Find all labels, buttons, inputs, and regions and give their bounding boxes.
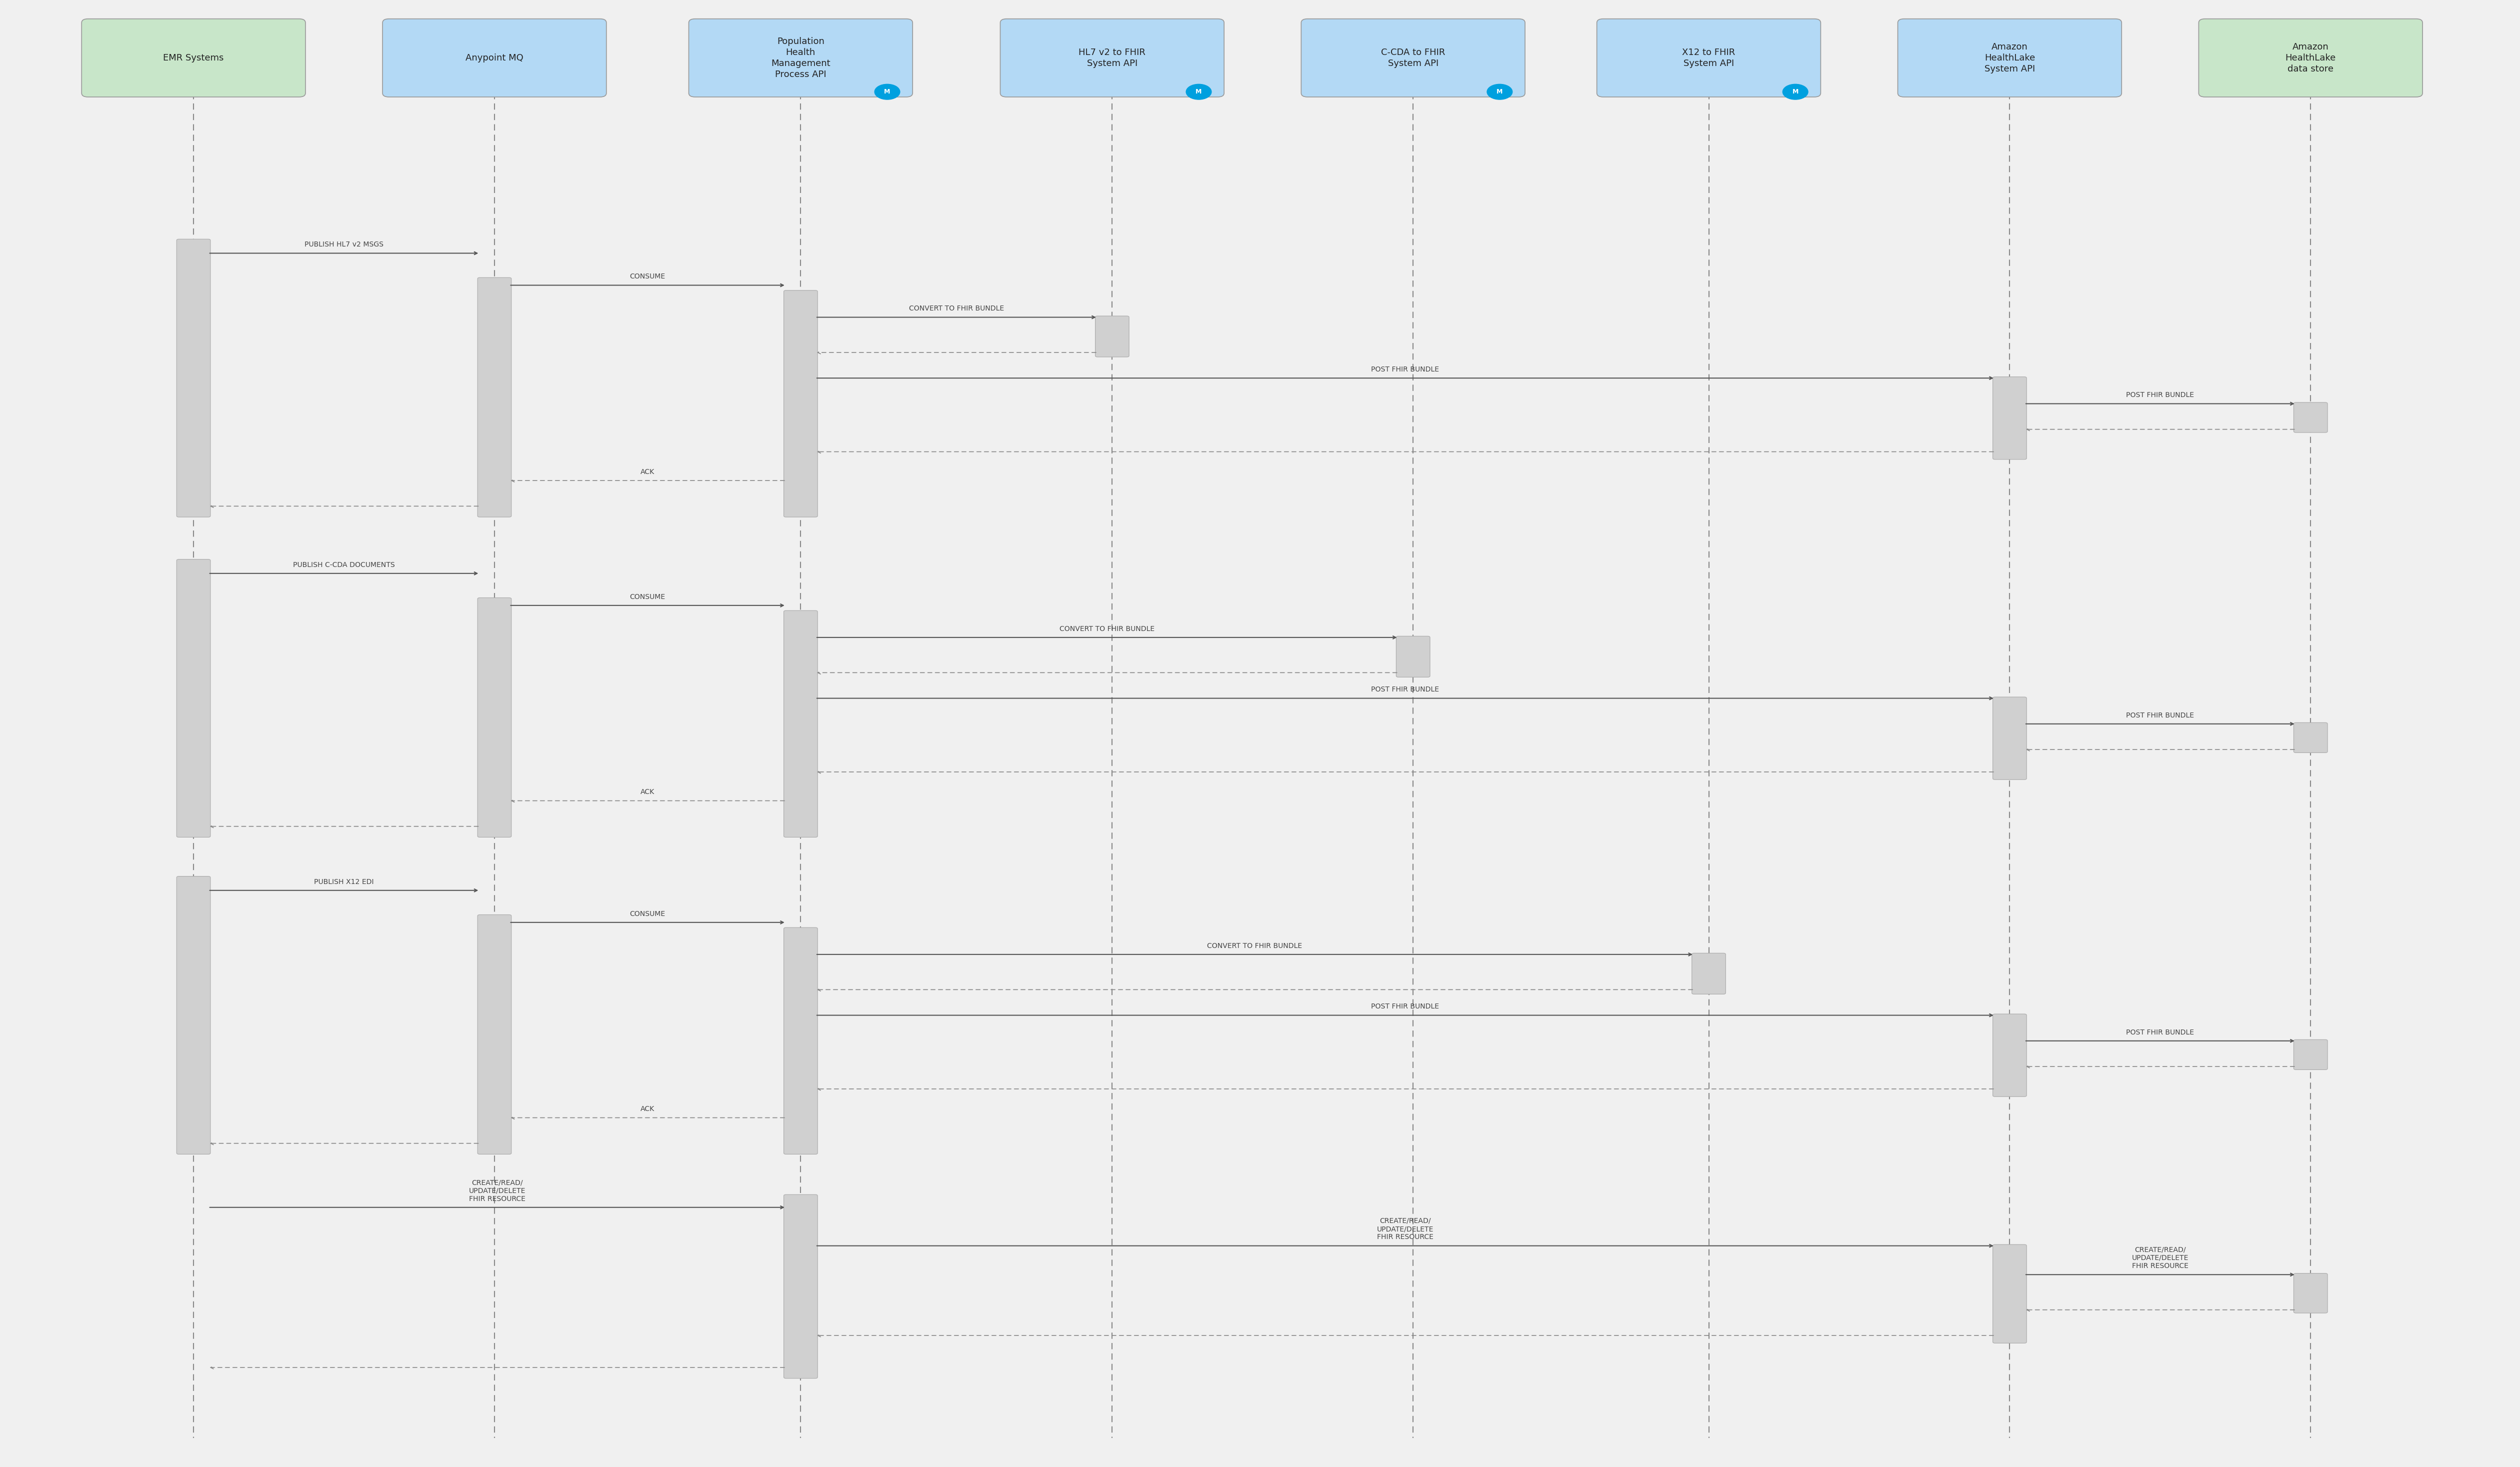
FancyBboxPatch shape bbox=[479, 915, 512, 1155]
FancyBboxPatch shape bbox=[81, 19, 305, 97]
Text: M: M bbox=[1497, 88, 1502, 95]
Text: POST FHIR BUNDLE: POST FHIR BUNDLE bbox=[2127, 392, 2195, 399]
Text: CONVERT TO FHIR BUNDLE: CONVERT TO FHIR BUNDLE bbox=[910, 305, 1003, 312]
Text: X12 to FHIR
System API: X12 to FHIR System API bbox=[1683, 48, 1736, 67]
Text: PUBLISH HL7 v2 MSGS: PUBLISH HL7 v2 MSGS bbox=[305, 241, 383, 248]
Text: Population
Health
Management
Process API: Population Health Management Process API bbox=[771, 37, 829, 79]
Text: PUBLISH C-CDA DOCUMENTS: PUBLISH C-CDA DOCUMENTS bbox=[292, 562, 396, 568]
FancyBboxPatch shape bbox=[2293, 402, 2328, 433]
Text: M: M bbox=[1792, 88, 1799, 95]
FancyBboxPatch shape bbox=[784, 290, 816, 516]
FancyBboxPatch shape bbox=[2200, 19, 2422, 97]
FancyBboxPatch shape bbox=[1000, 19, 1225, 97]
FancyBboxPatch shape bbox=[784, 610, 816, 838]
Text: ACK: ACK bbox=[640, 789, 655, 795]
Circle shape bbox=[874, 84, 900, 100]
FancyBboxPatch shape bbox=[1598, 19, 1819, 97]
FancyBboxPatch shape bbox=[1096, 315, 1129, 356]
FancyBboxPatch shape bbox=[479, 597, 512, 838]
FancyBboxPatch shape bbox=[383, 19, 607, 97]
FancyBboxPatch shape bbox=[1300, 19, 1525, 97]
Text: ACK: ACK bbox=[640, 468, 655, 475]
FancyBboxPatch shape bbox=[2293, 1273, 2328, 1313]
Text: CONSUME: CONSUME bbox=[630, 273, 665, 280]
Text: Amazon
HealthLake
data store: Amazon HealthLake data store bbox=[2286, 43, 2336, 73]
Text: CREATE/READ/
UPDATE/DELETE
FHIR RESOURCE: CREATE/READ/ UPDATE/DELETE FHIR RESOURCE bbox=[1376, 1218, 1434, 1241]
FancyBboxPatch shape bbox=[1993, 1014, 2026, 1097]
Text: C-CDA to FHIR
System API: C-CDA to FHIR System API bbox=[1381, 48, 1444, 67]
FancyBboxPatch shape bbox=[1993, 697, 2026, 779]
Text: CREATE/READ/
UPDATE/DELETE
FHIR RESOURCE: CREATE/READ/ UPDATE/DELETE FHIR RESOURCE bbox=[469, 1179, 527, 1203]
Text: EMR Systems: EMR Systems bbox=[164, 53, 224, 63]
Text: CONVERT TO FHIR BUNDLE: CONVERT TO FHIR BUNDLE bbox=[1058, 625, 1154, 632]
FancyBboxPatch shape bbox=[1898, 19, 2122, 97]
Text: CONVERT TO FHIR BUNDLE: CONVERT TO FHIR BUNDLE bbox=[1207, 942, 1303, 949]
Text: Amazon
HealthLake
System API: Amazon HealthLake System API bbox=[1983, 43, 2036, 73]
Text: M: M bbox=[885, 88, 890, 95]
FancyBboxPatch shape bbox=[1993, 1244, 2026, 1344]
Circle shape bbox=[1187, 84, 1212, 100]
Text: CREATE/READ/
UPDATE/DELETE
FHIR RESOURCE: CREATE/READ/ UPDATE/DELETE FHIR RESOURCE bbox=[2132, 1247, 2187, 1269]
FancyBboxPatch shape bbox=[2293, 1040, 2328, 1069]
Text: CONSUME: CONSUME bbox=[630, 911, 665, 917]
FancyBboxPatch shape bbox=[176, 239, 212, 516]
Text: PUBLISH X12 EDI: PUBLISH X12 EDI bbox=[315, 879, 373, 885]
FancyBboxPatch shape bbox=[1396, 637, 1429, 678]
FancyBboxPatch shape bbox=[176, 876, 212, 1155]
Circle shape bbox=[1782, 84, 1807, 100]
Text: HL7 v2 to FHIR
System API: HL7 v2 to FHIR System API bbox=[1079, 48, 1147, 67]
Circle shape bbox=[1487, 84, 1512, 100]
FancyBboxPatch shape bbox=[784, 927, 816, 1155]
FancyBboxPatch shape bbox=[688, 19, 912, 97]
Text: POST FHIR BUNDLE: POST FHIR BUNDLE bbox=[2127, 1028, 2195, 1036]
Text: ACK: ACK bbox=[640, 1106, 655, 1112]
Text: CONSUME: CONSUME bbox=[630, 593, 665, 600]
Text: POST FHIR BUNDLE: POST FHIR BUNDLE bbox=[2127, 711, 2195, 719]
Text: POST FHIR BUNDLE: POST FHIR BUNDLE bbox=[1371, 1003, 1439, 1011]
Text: M: M bbox=[1194, 88, 1202, 95]
FancyBboxPatch shape bbox=[1691, 954, 1726, 995]
FancyBboxPatch shape bbox=[784, 1194, 816, 1379]
Text: POST FHIR BUNDLE: POST FHIR BUNDLE bbox=[1371, 687, 1439, 692]
Text: Anypoint MQ: Anypoint MQ bbox=[466, 53, 524, 63]
Text: POST FHIR BUNDLE: POST FHIR BUNDLE bbox=[1371, 365, 1439, 373]
FancyBboxPatch shape bbox=[479, 277, 512, 516]
FancyBboxPatch shape bbox=[176, 559, 212, 838]
FancyBboxPatch shape bbox=[2293, 723, 2328, 753]
FancyBboxPatch shape bbox=[1993, 377, 2026, 459]
